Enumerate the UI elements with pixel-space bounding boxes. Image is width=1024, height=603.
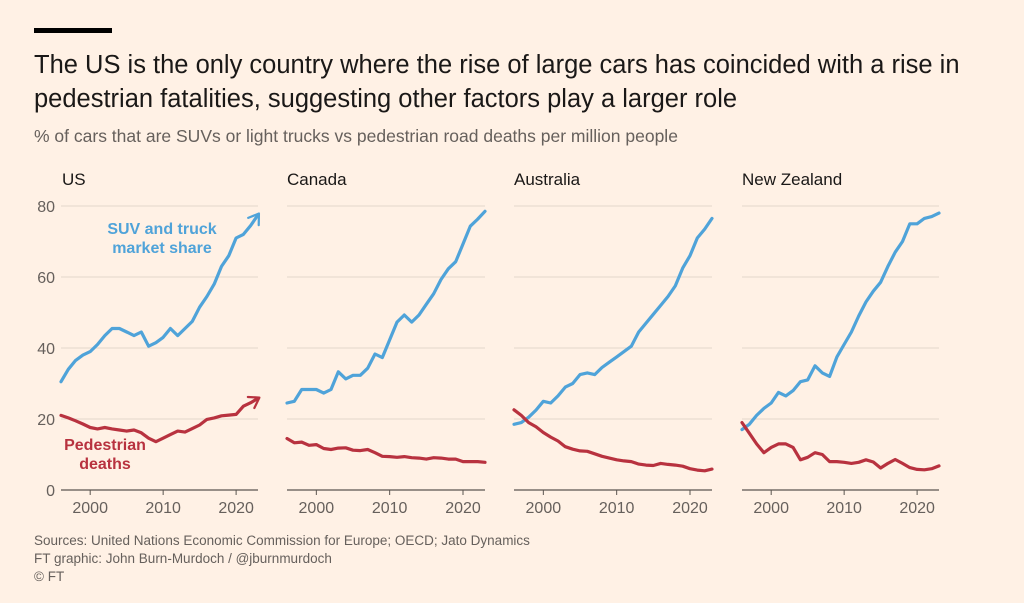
panel-title-new-zealand: New Zealand	[742, 170, 842, 189]
series-label-suv: SUV and truck market share	[107, 221, 216, 257]
y-tick-label-20: 20	[37, 412, 55, 429]
chart-footer: Sources: United Nations Economic Commiss…	[34, 532, 530, 586]
panel-title-canada: Canada	[287, 170, 347, 189]
line-suv-and-truck-market-share-australia	[512, 216, 714, 426]
line-suv-and-truck-market-share-us	[59, 212, 261, 384]
x-tick-label-australia-2010: 2010	[599, 500, 635, 517]
sources-note: Sources: United Nations Economic Commiss…	[34, 533, 530, 548]
credit-note: FT graphic: John Burn-Murdoch / @jburnmu…	[34, 551, 332, 566]
x-tick-label-us-2020: 2020	[218, 500, 254, 517]
x-tick-label-new-zealand-2000: 2000	[753, 500, 789, 517]
y-tick-label-0: 0	[46, 483, 55, 500]
chart-title: The US is the only country where the ris…	[34, 51, 960, 113]
chart-subtitle: % of cars that are SUVs or light trucks …	[34, 126, 678, 146]
x-tick-label-canada-2000: 2000	[299, 500, 335, 517]
line-pedestrian-deaths-australia	[512, 408, 714, 473]
x-tick-label-new-zealand-2020: 2020	[899, 500, 935, 517]
x-tick-label-new-zealand-2010: 2010	[826, 500, 862, 517]
x-tick-label-australia-2020: 2020	[672, 500, 708, 517]
x-tick-label-us-2010: 2010	[145, 500, 181, 517]
line-suv-and-truck-market-share-canada	[285, 209, 487, 405]
x-tick-label-us-2000: 2000	[72, 500, 108, 517]
line-suv-and-truck-market-share-new-zealand	[740, 211, 941, 432]
line-pedestrian-deaths-new-zealand	[740, 421, 941, 472]
x-tick-label-australia-2000: 2000	[526, 500, 562, 517]
line-pedestrian-deaths-us	[59, 395, 261, 444]
copyright-note: © FT	[34, 569, 65, 584]
y-tick-label-80: 80	[37, 199, 55, 216]
x-tick-label-canada-2020: 2020	[445, 500, 481, 517]
line-pedestrian-deaths-canada	[285, 436, 487, 464]
panel-title-australia: Australia	[514, 170, 581, 189]
panel-title-us: US	[62, 170, 86, 189]
y-tick-label-40: 40	[37, 341, 55, 358]
y-tick-label-60: 60	[37, 270, 55, 287]
x-tick-label-canada-2010: 2010	[372, 500, 408, 517]
series-label-deaths: Pedestrian deaths	[64, 437, 146, 473]
brand-bar	[34, 28, 112, 33]
